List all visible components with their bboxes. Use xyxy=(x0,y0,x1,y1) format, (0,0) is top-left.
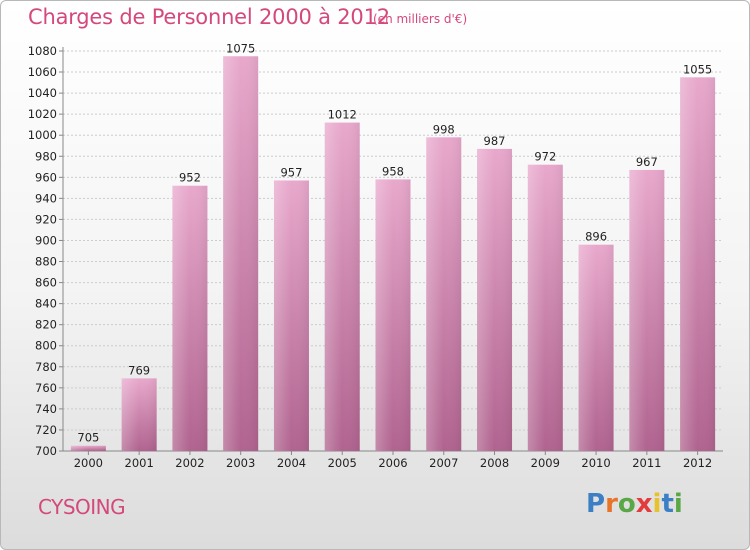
data-label-2011: 967 xyxy=(636,155,658,169)
x-tick-label-2005: 2005 xyxy=(328,456,357,470)
y-tick-label: 740 xyxy=(35,402,57,416)
bar-sheen-2009 xyxy=(527,164,563,451)
logo-letter: i xyxy=(673,489,683,519)
logo-letter: o xyxy=(617,489,636,519)
data-label-2001: 769 xyxy=(128,363,150,377)
data-label-2003: 1075 xyxy=(226,41,255,55)
y-tick-label: 780 xyxy=(35,360,57,374)
data-label-2005: 1012 xyxy=(328,108,357,122)
y-tick-label: 1000 xyxy=(28,128,57,142)
y-tick-label: 940 xyxy=(35,191,57,205)
x-tick-label-2006: 2006 xyxy=(378,456,407,470)
y-tick-label: 1080 xyxy=(28,44,57,58)
y-tick-label: 980 xyxy=(35,149,57,163)
x-tick-label-2007: 2007 xyxy=(429,456,458,470)
y-tick-label: 1060 xyxy=(28,65,57,79)
data-label-2007: 998 xyxy=(433,122,455,136)
y-tick-label: 880 xyxy=(35,255,57,269)
x-tick-label-2003: 2003 xyxy=(226,456,255,470)
bar-sheen-2006 xyxy=(375,179,411,451)
x-tick-label-2010: 2010 xyxy=(581,456,610,470)
x-tick-label-2009: 2009 xyxy=(531,456,560,470)
y-tick-label: 820 xyxy=(35,318,57,332)
x-tick-label-2012: 2012 xyxy=(683,456,712,470)
bar-sheen-2002 xyxy=(172,185,208,451)
bar-sheen-2004 xyxy=(273,180,309,451)
bar-sheen-2012 xyxy=(680,77,716,451)
bar-sheen-2008 xyxy=(477,148,513,452)
data-label-2000: 705 xyxy=(77,431,99,445)
y-tick-label: 800 xyxy=(35,339,57,353)
x-tick-label-2002: 2002 xyxy=(175,456,204,470)
logo-letter: r xyxy=(605,489,618,519)
data-label-2004: 957 xyxy=(280,165,302,179)
bar-sheen-2000 xyxy=(70,445,106,451)
bar-sheen-2011 xyxy=(629,169,665,451)
logo-letter: x xyxy=(635,489,653,519)
y-tick-label: 920 xyxy=(35,212,57,226)
logo-letter: t xyxy=(661,489,674,519)
logo-letter: P xyxy=(586,489,606,519)
bar-sheen-2007 xyxy=(426,137,462,451)
y-tick-label: 760 xyxy=(35,381,57,395)
x-tick-label-2011: 2011 xyxy=(632,456,661,470)
x-tick-label-2004: 2004 xyxy=(277,456,306,470)
bar-sheen-2005 xyxy=(324,122,360,451)
y-tick-label: 860 xyxy=(35,276,57,290)
data-label-2012: 1055 xyxy=(683,62,712,76)
bar-sheen-2001 xyxy=(121,378,157,451)
data-label-2002: 952 xyxy=(179,171,201,185)
y-tick-label: 720 xyxy=(35,423,57,437)
chart-title: Charges de Personnel 2000 à 2012 xyxy=(28,5,390,29)
city-name: CYSOING xyxy=(38,495,126,519)
bar-sheen-2010 xyxy=(578,244,614,451)
y-tick-label: 900 xyxy=(35,233,57,247)
y-tick-label: 700 xyxy=(35,444,57,458)
bar-sheen-2003 xyxy=(223,56,259,452)
chart-subtitle: (en milliers d'€) xyxy=(373,12,468,26)
logo-letter: i xyxy=(652,489,662,519)
y-tick-label: 1040 xyxy=(28,86,57,100)
proxiti-logo[interactable]: Proxiti xyxy=(586,489,683,519)
x-tick-label-2008: 2008 xyxy=(480,456,509,470)
y-tick-label: 840 xyxy=(35,297,57,311)
x-tick-label-2001: 2001 xyxy=(125,456,154,470)
data-label-2009: 972 xyxy=(534,150,556,164)
data-label-2010: 896 xyxy=(585,230,607,244)
y-tick-label: 1020 xyxy=(28,107,57,121)
y-tick-label: 960 xyxy=(35,170,57,184)
x-tick-label-2000: 2000 xyxy=(74,456,103,470)
data-label-2008: 987 xyxy=(484,134,506,148)
data-label-2006: 958 xyxy=(382,164,404,178)
